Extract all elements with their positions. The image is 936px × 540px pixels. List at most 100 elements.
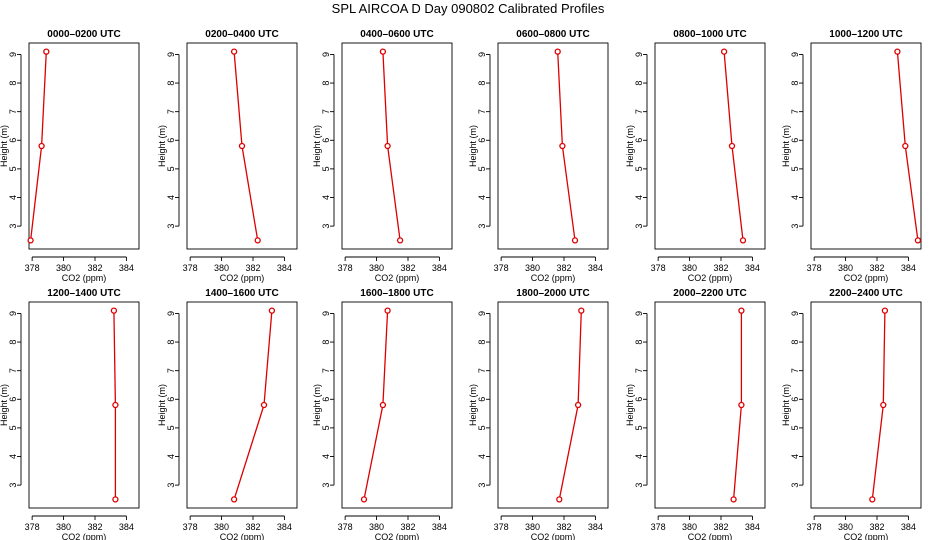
data-point [902,142,909,150]
plot-frame [186,42,298,250]
y-tick-label: 7 [634,368,644,373]
y-tick-label: 6 [166,397,176,402]
y-tick-label: 3 [477,483,487,488]
y-tick-label: 8 [8,81,18,86]
panel-title: 0600–0800 UTC [516,29,589,40]
x-axis-label: CO2 (ppm) [62,273,107,283]
plot-frame [654,301,766,509]
data-point [254,237,261,244]
y-tick-label: 3 [790,224,800,229]
x-tick-label: 380 [56,263,71,273]
data-point [738,307,745,314]
x-tick-label: 378 [183,522,198,532]
x-tick-label: 382 [869,522,884,532]
y-tick-label: 8 [790,340,800,345]
x-axis-label: CO2 (ppm) [531,532,576,540]
x-tick-label: 382 [713,263,728,273]
data-point [38,142,45,150]
y-tick-label: 3 [634,224,644,229]
profile-panel-7: 1200–1400 UTC 378 380 382 384 CO2 (ppm) 3 4 5 6 7 8… [0,288,140,540]
y-tick-label: 9 [634,52,644,57]
x-tick-label: 380 [369,522,384,532]
x-tick-label: 380 [214,522,229,532]
y-tick-label: 5 [477,425,487,430]
y-tick-label: 4 [634,195,644,200]
y-tick-label: 6 [634,138,644,143]
data-point [738,401,745,409]
x-tick-label: 382 [245,263,260,273]
y-tick-label: 5 [8,425,18,430]
data-point [230,48,238,55]
x-tick-label: 384 [432,263,447,273]
y-tick-label: 9 [321,311,331,316]
panel-title: 2200–2400 UTC [829,288,902,299]
plot-frame [654,42,766,250]
y-tick-label: 8 [477,340,487,345]
data-point [914,237,922,244]
x-tick-label: 384 [119,263,134,273]
y-tick-label: 3 [790,483,800,488]
data-point [554,48,561,55]
profile-panel-1: 0000–0200 UTC 378 380 382 384 CO2 (ppm) 3 4 5 6 7 8… [0,29,140,283]
y-tick-label: 6 [8,397,18,402]
profile-panel-12: 2200–2400 UTC 378 380 382 384 CO2 (ppm) 3 4 5 6 7 8… [781,288,922,540]
y-tick-label: 5 [790,425,800,430]
x-tick-label: 384 [901,263,916,273]
y-tick-label: 4 [477,195,487,200]
data-point [379,401,387,409]
plot-frame [497,301,609,509]
y-tick-label: 7 [8,109,18,114]
panel-title: 0200–0400 UTC [205,29,278,40]
data-point [230,496,238,503]
x-tick-label: 382 [400,522,415,532]
y-tick-label: 6 [790,397,800,402]
data-point [730,496,737,503]
y-tick-label: 7 [321,109,331,114]
y-tick-label: 3 [166,483,176,488]
y-tick-label: 6 [8,138,18,143]
panel-title: 1400–1600 UTC [205,288,278,299]
panel-title: 0000–0200 UTC [47,29,120,40]
y-tick-label: 5 [634,166,644,171]
y-tick-label: 5 [166,166,176,171]
plot-frame [810,42,922,250]
y-tick-label: 8 [166,81,176,86]
plot-frame [341,42,453,250]
x-axis-label: CO2 (ppm) [220,273,265,283]
y-tick-label: 4 [790,454,800,459]
y-axis-label: Height (m) [625,384,635,426]
panel-title: 1600–1800 UTC [360,288,433,299]
y-tick-label: 4 [321,195,331,200]
data-point [574,401,582,409]
y-tick-label: 6 [321,397,331,402]
x-tick-label: 382 [869,263,884,273]
y-tick-label: 8 [634,340,644,345]
y-tick-label: 3 [8,224,18,229]
data-point [268,307,276,314]
x-tick-label: 384 [588,522,603,532]
y-tick-label: 6 [321,138,331,143]
x-axis-label: CO2 (ppm) [375,532,420,540]
y-axis-label: Height (m) [312,384,322,426]
y-tick-label: 6 [166,138,176,143]
y-tick-label: 3 [634,483,644,488]
y-tick-label: 5 [166,425,176,430]
y-tick-label: 9 [790,311,800,316]
data-point [739,237,747,244]
profile-panel-6: 1000–1200 UTC 378 380 382 384 CO2 (ppm) 3 4 5 6 7 8… [781,29,922,283]
y-tick-label: 8 [321,340,331,345]
y-tick-label: 9 [477,52,487,57]
x-tick-label: 384 [432,522,447,532]
profile-panel-2: 0200–0400 UTC 378 380 382 384 CO2 (ppm) 3 4 5 6 7 8… [157,29,298,283]
y-tick-label: 9 [790,52,800,57]
data-point [112,401,119,409]
x-axis-label: CO2 (ppm) [375,273,420,283]
data-point [384,307,391,314]
x-tick-label: 384 [901,522,916,532]
data-point [869,496,876,503]
data-point [360,496,368,503]
data-point [881,307,889,314]
x-axis-label: CO2 (ppm) [844,273,889,283]
data-point [720,48,728,55]
y-tick-label: 8 [321,81,331,86]
